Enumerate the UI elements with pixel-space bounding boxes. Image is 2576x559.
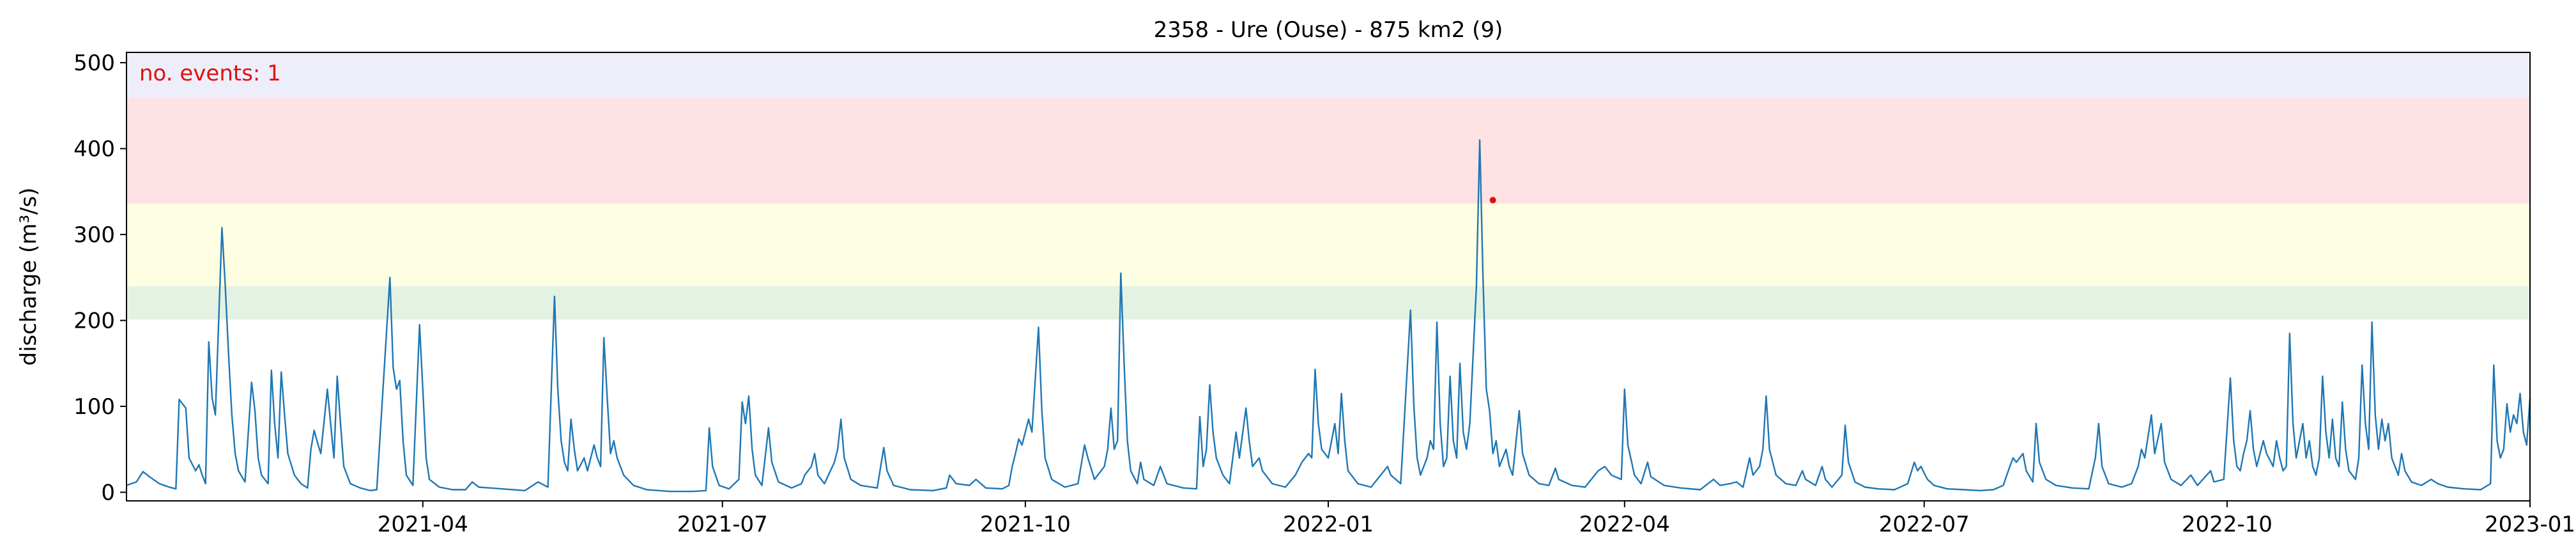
y-tick-label: 300 (73, 222, 115, 248)
threshold-band-4 (126, 52, 2530, 97)
y-tick-label: 0 (101, 480, 115, 506)
threshold-band-3 (126, 96, 2530, 204)
series-layer (126, 139, 2531, 493)
x-tick-label: 2022-07 (1879, 512, 1970, 537)
x-tick-label: 2021-04 (378, 512, 468, 537)
chart-title: 2358 - Ure (Ouse) - 875 km2 (9) (1154, 17, 1503, 43)
threshold-band-1 (126, 286, 2530, 320)
x-tick-label: 2023-01 (2485, 512, 2575, 537)
x-tick-label: 2021-07 (677, 512, 768, 537)
event-marker (1489, 197, 1496, 204)
y-tick-label: 100 (73, 394, 115, 420)
x-tick-label: 2021-10 (980, 512, 1071, 537)
y-tick-label: 200 (73, 309, 115, 334)
discharge-series-line (126, 139, 2531, 493)
y-tick-label: 400 (73, 137, 115, 162)
x-tick-label: 2022-10 (2182, 512, 2273, 537)
threshold-bands (126, 52, 2530, 320)
y-tick-label: 500 (73, 50, 115, 76)
y-axis: 0 100 200 300 400 500 (73, 50, 126, 506)
x-tick-label: 2022-04 (1579, 512, 1670, 537)
event-marker-layer (1489, 197, 1496, 204)
events-annotation: no. events: 1 (139, 61, 281, 86)
threshold-band-2 (126, 203, 2530, 286)
x-axis: 2021-04 2021-07 2021-10 2022-01 2022-04 2022-… (378, 501, 2575, 537)
y-axis-label: discharge (m³/s) (16, 188, 42, 366)
x-tick-label: 2022-01 (1283, 512, 1374, 537)
